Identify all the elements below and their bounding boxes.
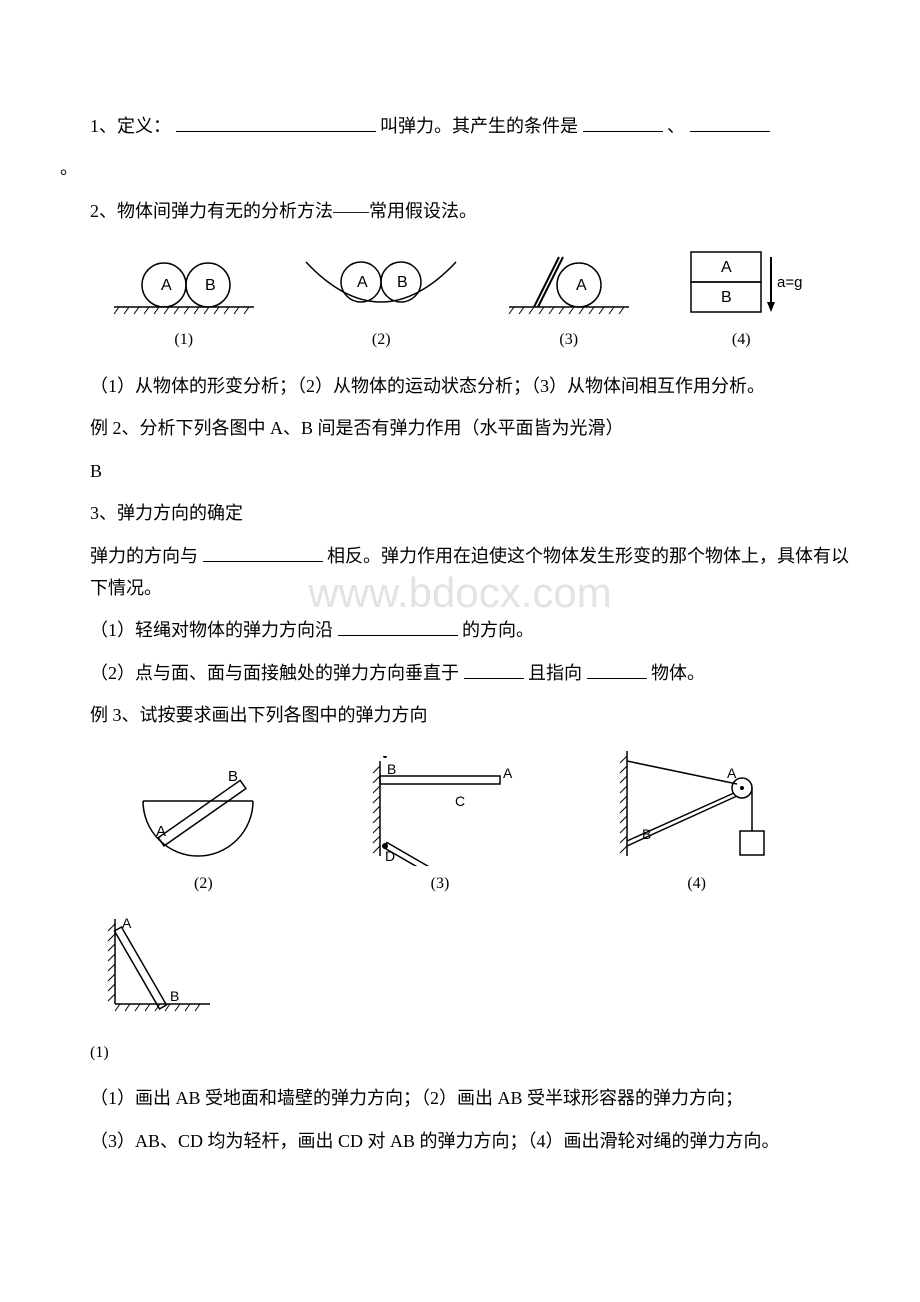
fig2-1-svg: A B <box>90 914 220 1024</box>
label-b: B <box>228 768 238 785</box>
example-2-b: B <box>90 455 860 487</box>
section3-sub2: （2）点与面、面与面接触处的弹力方向垂直于 且指向 物体。 <box>90 657 860 689</box>
label-a: A <box>122 915 132 931</box>
fig1-3-caption: (3) <box>504 326 634 355</box>
fig1-1-svg: A B <box>109 252 259 322</box>
analysis-text: （1）从物体的形变分析；（2）从物体的运动状态分析；（3）从物体间相互作用分析。 <box>90 370 860 402</box>
question-3-4: （3）AB、CD 均为轻杆，画出 CD 对 AB 的弹力方向；（4）画出滑轮对绳… <box>90 1125 860 1157</box>
figure-row-1: A B (1) A B (2) A (3) <box>90 242 830 355</box>
figure-row-2: A B (2) B A C D (3) <box>90 746 830 899</box>
blank-definition[interactable] <box>176 114 376 132</box>
s3-s1-pre: （1）轻绳对物体的弹力方向沿 <box>90 620 333 640</box>
fig2-3: B A C D (3) <box>355 756 525 899</box>
s3-s1-post: 的方向。 <box>462 620 534 640</box>
fig2-2: A B (2) <box>128 756 278 899</box>
label-c: C <box>455 793 465 809</box>
fig1-3-svg: A <box>504 252 634 322</box>
fig1-2-caption: (2) <box>296 326 466 355</box>
fig1-4: A B a=g (4) <box>671 242 811 355</box>
label-b: B <box>721 289 732 306</box>
question-1-2: （1）画出 AB 受地面和墙壁的弹力方向；（2）画出 AB 受半球形容器的弹力方… <box>90 1082 860 1114</box>
q1-end: 。 <box>60 152 860 184</box>
fig2-3-svg: B A C D <box>355 756 525 866</box>
label-b: B <box>642 826 651 842</box>
blank-perp[interactable] <box>464 661 524 679</box>
label-ag: a=g <box>777 274 802 291</box>
fig2-2-caption: (2) <box>128 870 278 899</box>
label-a: A <box>357 274 368 291</box>
s3-l1-pre: 弹力的方向与 <box>90 546 198 566</box>
blank-cond1[interactable] <box>583 114 663 132</box>
fig2-4-svg: A B <box>602 746 792 866</box>
fig2-1: A B (1) <box>90 914 860 1067</box>
label-a: A <box>156 823 166 840</box>
label-b: B <box>387 761 396 777</box>
q1-prefix: 1、定义： <box>90 116 171 136</box>
s3-s2-mid: 且指向 <box>528 663 582 683</box>
label-a: A <box>727 765 737 781</box>
blank-toward[interactable] <box>587 661 647 679</box>
section3-sub1: （1）轻绳对物体的弹力方向沿 的方向。 <box>90 614 860 646</box>
fig1-2-svg: A B <box>296 252 466 322</box>
example-2: 例 2、分析下列各图中 A、B 间是否有弹力作用（水平面皆为光滑） <box>90 412 860 444</box>
label-a: A <box>503 765 513 781</box>
fig2-4: A B (4) <box>602 746 792 899</box>
fig1-1: A B (1) <box>109 252 259 355</box>
fig2-3-caption: (3) <box>355 870 525 899</box>
fig1-3: A (3) <box>504 252 634 355</box>
fig2-1-caption: (1) <box>90 1039 860 1068</box>
section3-title: 3、弹力方向的确定 <box>90 497 860 529</box>
q1-sep: 、 <box>667 116 685 136</box>
s3-s2-pre: （2）点与面、面与面接触处的弹力方向垂直于 <box>90 663 459 683</box>
example-3: 例 3、试按要求画出下列各图中的弹力方向 <box>90 699 860 731</box>
label-b: B <box>170 988 179 1004</box>
question-1: 1、定义： 叫弹力。其产生的条件是 、 <box>90 110 860 142</box>
label-a: A <box>576 277 587 294</box>
label-a: A <box>161 277 172 294</box>
fig1-1-caption: (1) <box>109 326 259 355</box>
label-b: B <box>205 277 216 294</box>
q1-mid: 叫弹力。其产生的条件是 <box>380 116 578 136</box>
blank-direction[interactable] <box>203 544 323 562</box>
fig1-4-svg: A B a=g <box>671 242 811 322</box>
fig2-2-svg: A B <box>128 756 278 866</box>
label-a: A <box>721 259 732 276</box>
blank-cond2[interactable] <box>690 114 770 132</box>
fig1-4-caption: (4) <box>671 326 811 355</box>
label-d: D <box>385 848 395 864</box>
fig2-4-caption: (4) <box>602 870 792 899</box>
fig1-2: A B (2) <box>296 252 466 355</box>
blank-rope[interactable] <box>338 618 458 636</box>
question-2: 2、物体间弹力有无的分析方法——常用假设法。 <box>90 195 860 227</box>
section3-line1: 弹力的方向与 相反。弹力作用在迫使这个物体发生形变的那个物体上，具体有以下情况。 <box>90 540 860 605</box>
label-b: B <box>397 274 408 291</box>
s3-s2-post: 物体。 <box>651 663 705 683</box>
